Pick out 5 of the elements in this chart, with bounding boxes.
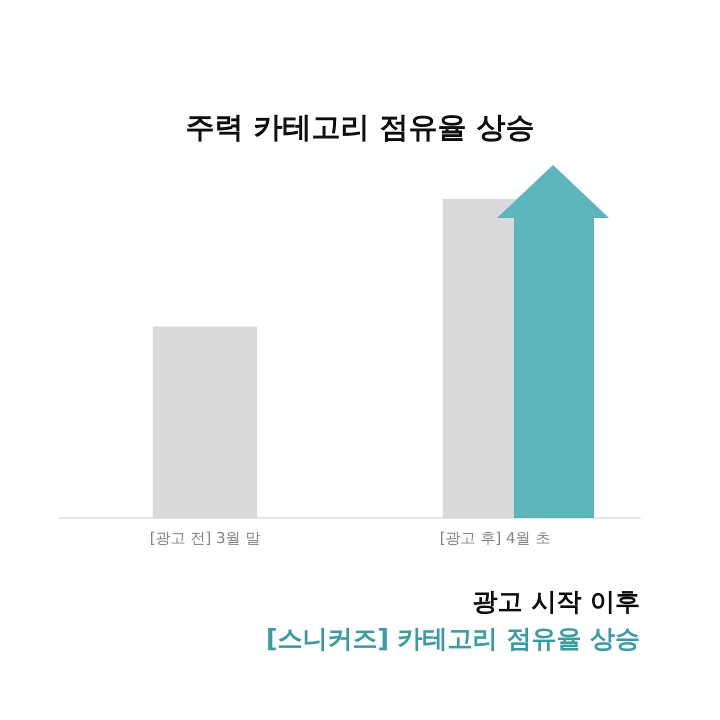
text: [스니커즈] 카테고리 점유율 상승 xyxy=(266,623,640,655)
text: 광고 시작 이후 xyxy=(472,586,640,618)
x-tick-label: [광고 전] 3월 말 xyxy=(150,528,260,547)
chart-title: 주력 카테고리 점유율 상승 xyxy=(184,109,536,146)
x-tick-label: [광고 후] 4월 초 xyxy=(440,528,550,547)
